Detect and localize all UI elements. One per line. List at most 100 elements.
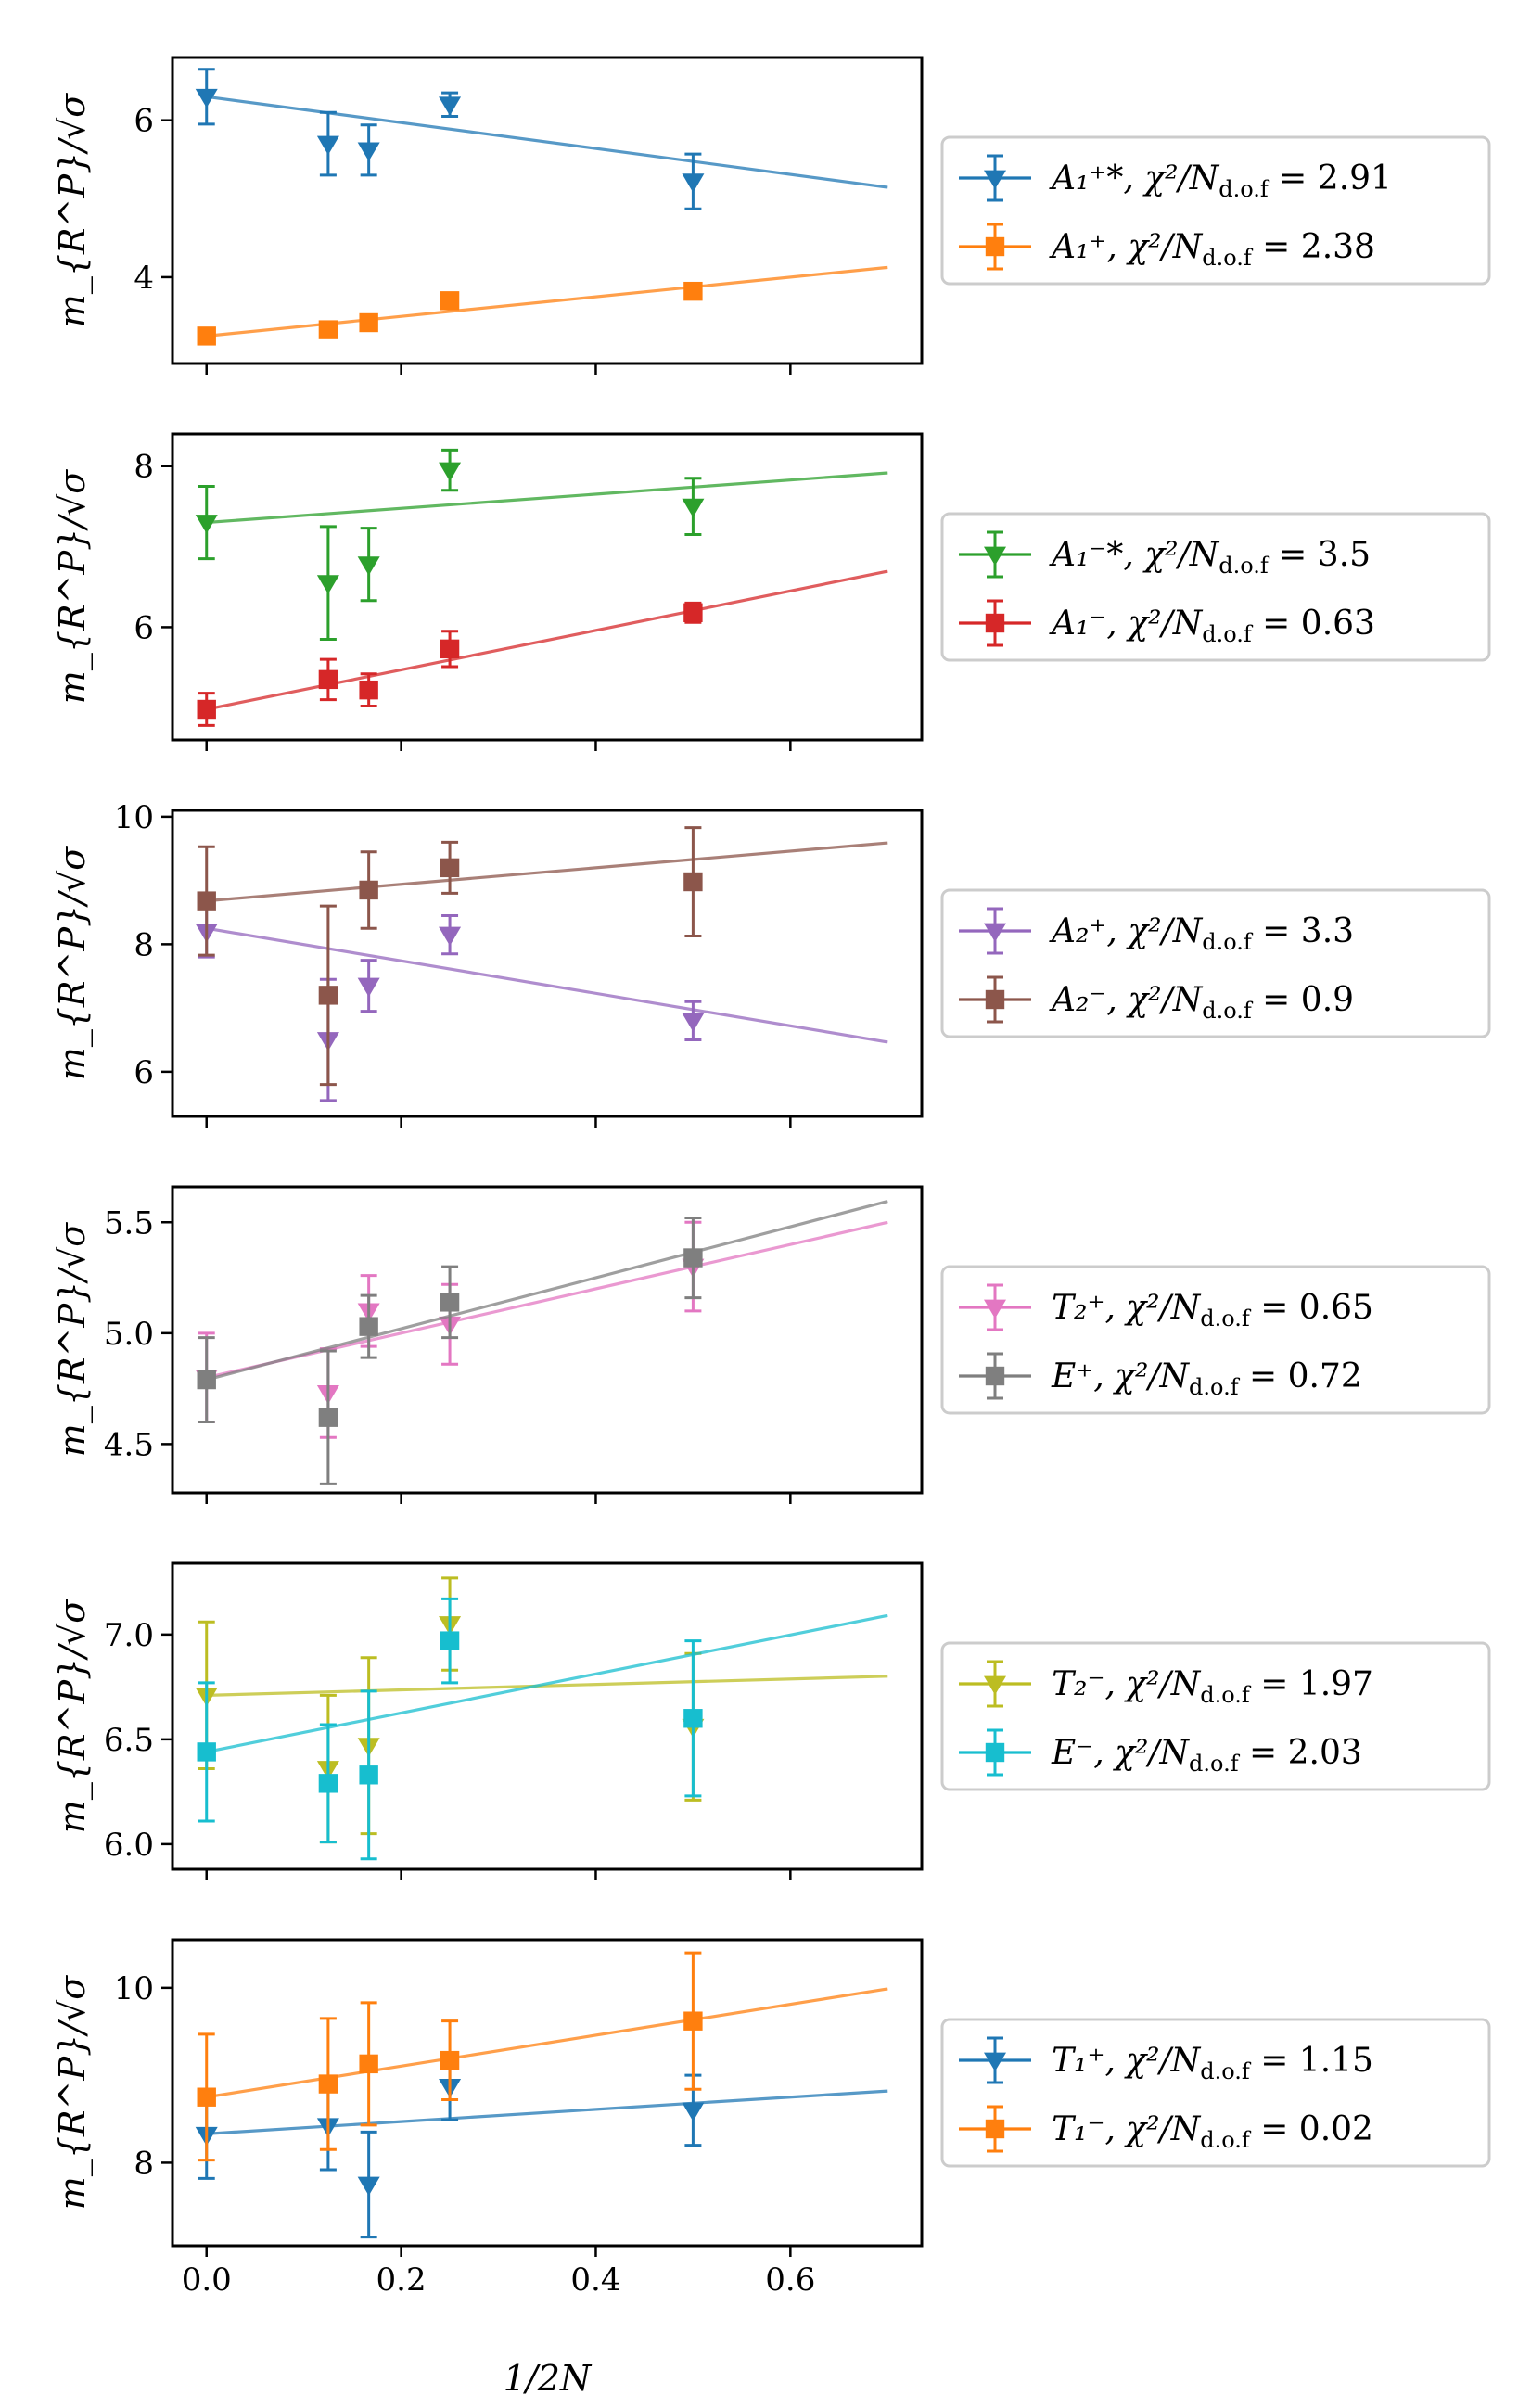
data-point (682, 498, 705, 518)
series-2-2 (197, 569, 888, 727)
y-tick-label: 5.5 (104, 1204, 154, 1242)
y-tick-label: 5.0 (104, 1316, 154, 1353)
legend-entry: T₁⁻, χ²/Nd.o.f = 0.02 (959, 2105, 1373, 2153)
legend-label: E⁻, χ²/Nd.o.f = 2.03 (1051, 1734, 1362, 1777)
legend-entry: A₁⁺, χ²/Nd.o.f = 2.38 (959, 223, 1375, 271)
legend-label: A₁⁺*, χ²/Nd.o.f = 2.91 (1049, 159, 1392, 202)
legend-frame (940, 888, 1491, 1038)
panels: 4 6 m_{R^P}/√σ A₁⁺*, χ²/Nd.o.f = 2.91 A₁⁺, χ… (52, 56, 1491, 2299)
x-tick-label: 0.4 (570, 2261, 620, 2299)
data-point (195, 88, 218, 108)
fit-line (206, 1199, 888, 1382)
legend: T₁⁺, χ²/Nd.o.f = 1.15 T₁⁻, χ²/Nd.o.f = 0.… (940, 2018, 1491, 2168)
y-tick-label: 6.5 (104, 1722, 154, 1759)
legend-entry: A₂⁻, χ²/Nd.o.f = 0.9 (959, 975, 1354, 1024)
legend-marker (985, 1742, 1005, 1763)
y-tick-label: 6 (134, 1054, 154, 1091)
axes-frame (171, 432, 924, 742)
data-point (318, 320, 338, 339)
legend-entry: T₂⁻, χ²/Nd.o.f = 1.97 (959, 1660, 1373, 1708)
y-axis-label: m_{R^P}/√σ (52, 846, 94, 1080)
y-tick-label: 8 (134, 2145, 154, 2182)
data-point (359, 880, 378, 900)
legend-frame (940, 135, 1491, 286)
legend-label: T₁⁻, χ²/Nd.o.f = 0.02 (1052, 2110, 1373, 2153)
y-axis-label: m_{R^P}/√σ (52, 469, 94, 704)
fit-line (206, 1613, 888, 1753)
series-4-1 (195, 1220, 888, 1439)
legend: T₂⁻, χ²/Nd.o.f = 1.97 E⁻, χ²/Nd.o.f = 2.0… (940, 1641, 1491, 1791)
y-tick-label: 6 (134, 103, 154, 140)
fit-line (206, 471, 888, 525)
series-2-1 (195, 448, 888, 641)
data-point (440, 1293, 460, 1312)
data-point (357, 2176, 380, 2196)
legend-entry: T₁⁺, χ²/Nd.o.f = 1.15 (959, 2036, 1373, 2084)
data-point (440, 639, 460, 659)
data-point (318, 2074, 338, 2094)
fit-line (206, 1987, 888, 2099)
panel-3: 6 8 10 m_{R^P}/√σ A₂⁺, χ²/Nd.o.f = 3.3 A₂⁻, χ… (52, 799, 1491, 1128)
data-point (682, 2102, 705, 2121)
y-tick-label: 6 (134, 609, 154, 646)
y-tick-label: 8 (134, 926, 154, 963)
data-point (318, 1774, 338, 1793)
data-point (318, 669, 338, 690)
y-tick-label: 6.0 (104, 1827, 154, 1864)
legend-marker (985, 989, 1005, 1010)
y-axis-label: m_{R^P}/√σ (52, 93, 94, 327)
data-point (440, 1631, 460, 1650)
fit-line (206, 95, 888, 189)
legend: A₁⁻*, χ²/Nd.o.f = 3.5 A₁⁻, χ²/Nd.o.f = 0.… (940, 512, 1491, 662)
series-5-1 (195, 1576, 888, 1844)
data-point (197, 326, 216, 346)
legend-entry: E⁻, χ²/Nd.o.f = 2.03 (959, 1728, 1362, 1777)
data-point (318, 1408, 338, 1427)
data-point (359, 2054, 378, 2074)
y-tick-label: 7.0 (104, 1617, 154, 1654)
data-point (682, 173, 705, 193)
data-point (440, 858, 460, 878)
legend-label: A₁⁺, χ²/Nd.o.f = 2.38 (1049, 228, 1375, 271)
data-point (683, 603, 703, 622)
data-point (318, 986, 338, 1005)
data-point (197, 2087, 216, 2107)
legend: A₁⁺*, χ²/Nd.o.f = 2.91 A₁⁺, χ²/Nd.o.f = 2… (940, 135, 1491, 286)
data-point (682, 1013, 705, 1032)
data-point (683, 2011, 703, 2031)
data-point (197, 1370, 216, 1390)
fit-line (206, 1675, 888, 1697)
legend-label: A₁⁻, χ²/Nd.o.f = 0.63 (1049, 605, 1375, 647)
data-point (357, 142, 380, 161)
y-axis-label: m_{R^P}/√σ (52, 1599, 94, 1833)
legend-frame (940, 2018, 1491, 2168)
series-3-2 (197, 826, 888, 1087)
legend-entry: A₁⁺*, χ²/Nd.o.f = 2.91 (959, 154, 1392, 202)
legend-marker (984, 170, 1006, 189)
data-point (316, 575, 339, 594)
data-point (197, 1742, 216, 1762)
y-axis-label: m_{R^P}/√σ (52, 1975, 94, 2210)
panel-5: 6.0 6.5 7.0 m_{R^P}/√σ T₂⁻, χ²/Nd.o.f = 1.97… (52, 1561, 1491, 1880)
series-6-2 (197, 1951, 888, 2162)
legend-entry: A₁⁻, χ²/Nd.o.f = 0.63 (959, 599, 1375, 647)
y-tick-label: 10 (114, 799, 154, 836)
axes-frame (171, 56, 924, 365)
panel-2: 6 8 m_{R^P}/√σ A₁⁻*, χ²/Nd.o.f = 3.5 A₁⁻, χ²… (52, 432, 1491, 751)
legend-marker (985, 2119, 1005, 2139)
data-point (357, 556, 380, 576)
axes-frame (171, 1185, 924, 1495)
data-point (359, 1765, 378, 1785)
axes-frame (171, 1561, 924, 1871)
data-point (359, 312, 378, 333)
data-point (359, 1317, 378, 1336)
x-axis-label: 1/2N (504, 2358, 593, 2399)
legend-label: T₂⁻, χ²/Nd.o.f = 1.97 (1052, 1665, 1373, 1708)
axes-frame (171, 1938, 924, 2248)
legend-entry: A₂⁺, χ²/Nd.o.f = 3.3 (959, 907, 1354, 955)
legend-frame (940, 512, 1491, 662)
panel-1: 4 6 m_{R^P}/√σ A₁⁺*, χ²/Nd.o.f = 2.91 A₁⁺, χ… (52, 56, 1491, 375)
panel-6: 0.0 0.2 0.4 0.6 8 10 m_{R^P}/√σ T₁⁺, χ²/Nd.o.f … (52, 1938, 1491, 2299)
series-5-2 (197, 1597, 888, 1861)
